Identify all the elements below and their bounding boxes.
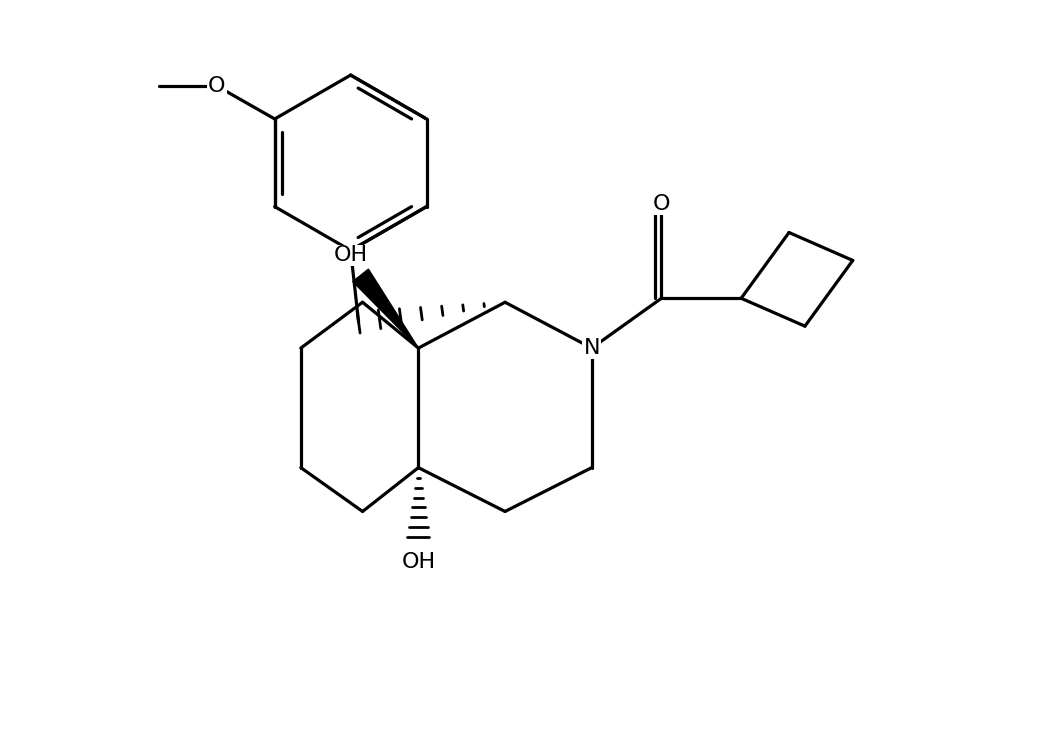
- Text: O: O: [653, 194, 670, 214]
- Text: O: O: [208, 76, 226, 96]
- Text: OH: OH: [401, 552, 436, 572]
- Polygon shape: [353, 269, 418, 348]
- Text: OH: OH: [334, 246, 368, 266]
- Text: N: N: [583, 338, 600, 358]
